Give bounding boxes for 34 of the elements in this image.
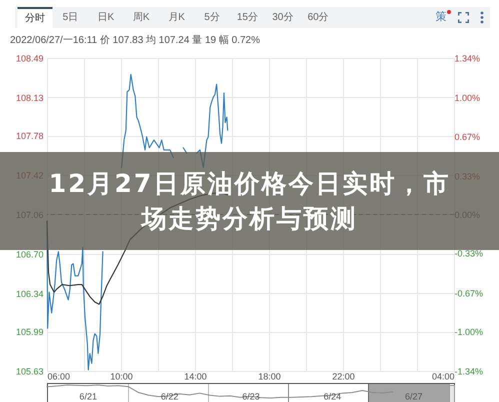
x-tick-label: 6/21 xyxy=(79,392,97,402)
text: 12月27日原油价格今日实时，市场走势分析与预测 xyxy=(48,168,452,235)
x-tick-label: 10:00 xyxy=(110,372,133,382)
text: 分时 xyxy=(18,7,52,28)
y-tick-label: 108.49 xyxy=(16,54,44,64)
y2-tick-label: 1.00% xyxy=(454,93,480,104)
text: 月K xyxy=(168,11,185,25)
y2-tick-label: -1.34% xyxy=(454,366,484,376)
text: 15分 xyxy=(236,11,258,25)
y-tick-label: 107.78 xyxy=(16,131,44,142)
text: 5日 xyxy=(62,11,78,25)
text: 策 xyxy=(436,10,446,25)
y-tick-label: 108.13 xyxy=(16,92,44,103)
text: 5分 xyxy=(204,11,220,25)
y-tick-label: 106.70 xyxy=(16,249,44,260)
y-tick-label: 105.99 xyxy=(16,327,44,338)
text: 日K xyxy=(97,11,114,25)
y2-tick-label: -0.67% xyxy=(454,288,484,298)
y-tick-label: 105.63 xyxy=(16,366,44,376)
x-tick-label: 04:00 xyxy=(432,372,454,382)
y2-tick-label: 1.34% xyxy=(454,54,480,64)
chart-subtitle: 2022/06/27/一16:11 价 107.83 均 107.24 量 19 幅 0.72% xyxy=(10,34,260,47)
y2-tick-label: -0.33% xyxy=(454,248,484,259)
x-tick-label: 06:00 xyxy=(48,372,70,382)
x-tick-label: 22:00 xyxy=(332,372,355,382)
y2-tick-label: 0.67% xyxy=(454,132,480,142)
x-tick-label: 14:00 xyxy=(184,372,207,382)
x-tick-label: 18:00 xyxy=(258,372,281,382)
text: 30分 xyxy=(272,11,294,25)
y-tick-label: 106.34 xyxy=(16,288,44,299)
text: 周K xyxy=(132,11,150,25)
text: 60分 xyxy=(308,11,329,25)
x-tick-label: 6/27 xyxy=(405,392,423,402)
y2-tick-label: -1.00% xyxy=(454,326,484,337)
